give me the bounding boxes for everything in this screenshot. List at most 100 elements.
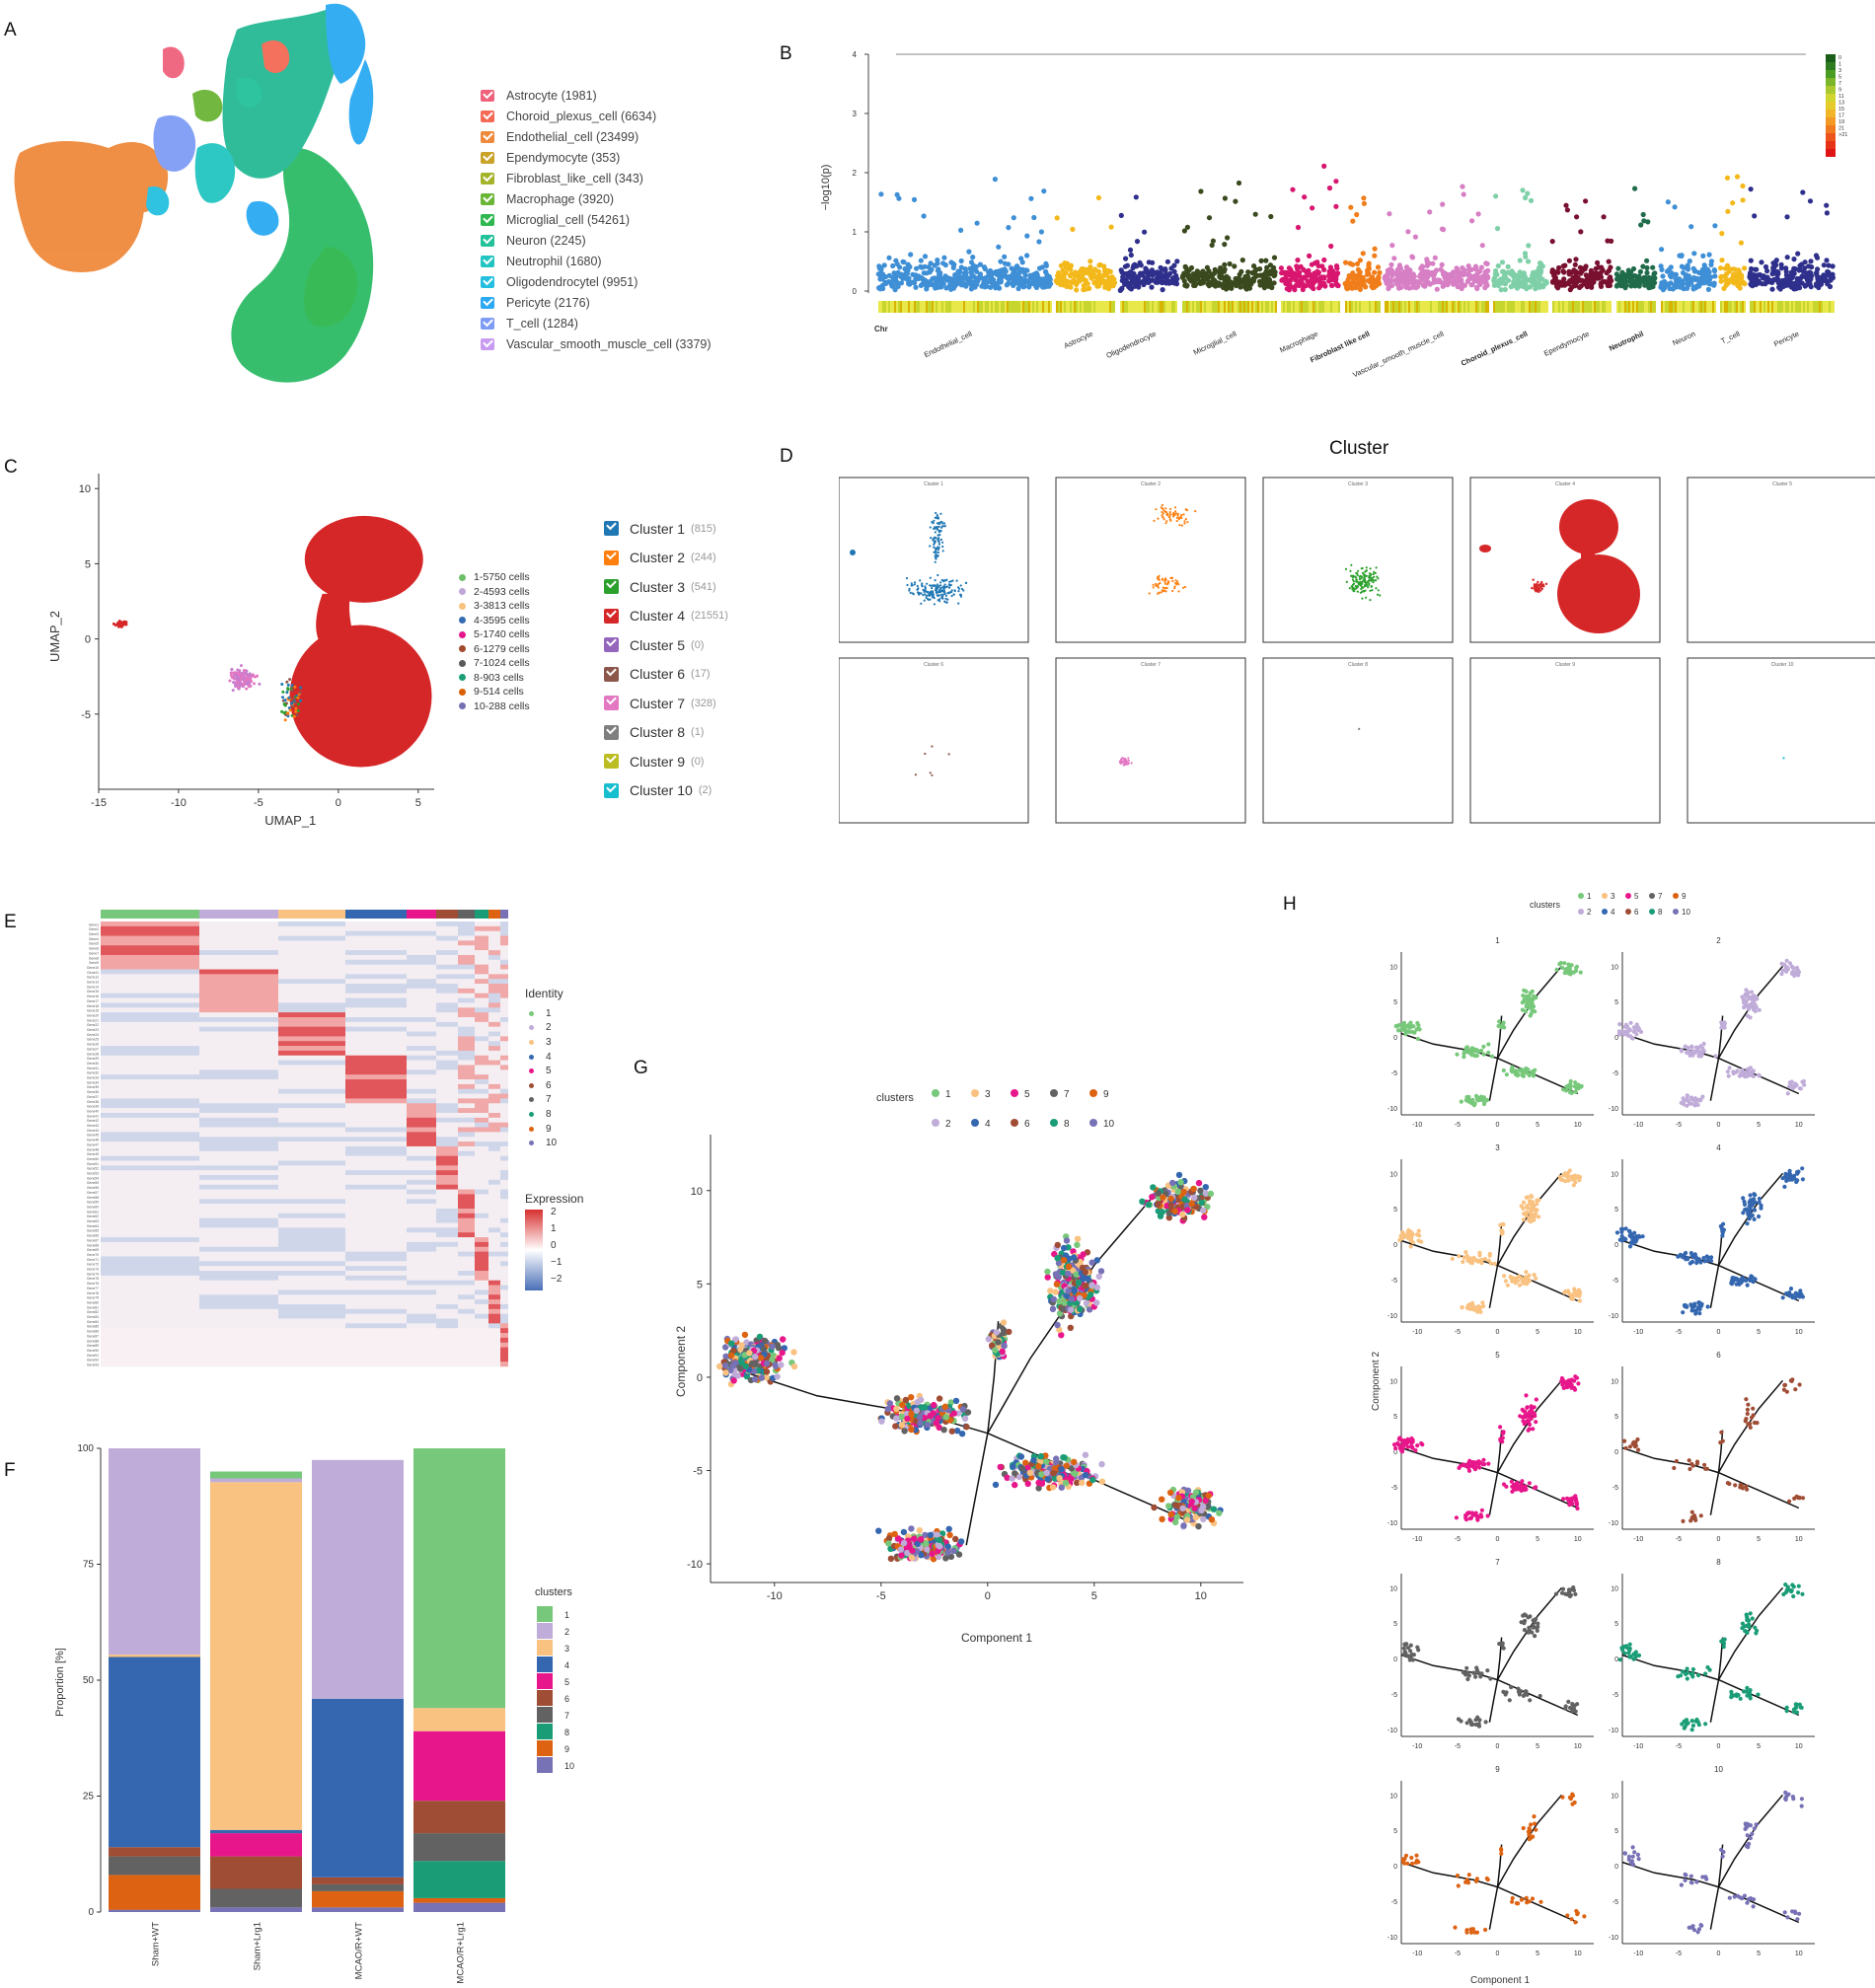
- heat-cell: [436, 1271, 458, 1277]
- heat-cell: [500, 1155, 508, 1161]
- density-segment: [1216, 301, 1218, 313]
- heat-cell: [345, 1002, 407, 1008]
- gene-label: Gene23: [87, 1028, 99, 1032]
- data-point: [1688, 277, 1694, 283]
- gene-label: Gene38: [87, 1100, 99, 1104]
- data-point: [1291, 284, 1297, 290]
- legend-dot: [1089, 1089, 1097, 1097]
- heat-cell: [199, 1060, 278, 1066]
- heat-cell: [199, 1046, 278, 1052]
- data-point: [116, 625, 120, 628]
- data-point: [1424, 257, 1430, 262]
- density-segment: [1452, 301, 1454, 313]
- density-segment: [949, 301, 951, 313]
- data-point: [925, 594, 928, 597]
- data-point: [237, 678, 241, 682]
- heat-cell: [407, 1112, 436, 1119]
- data-point: [1484, 260, 1490, 266]
- heat-cell: [475, 1093, 488, 1099]
- heat-cell: [101, 1141, 199, 1147]
- legend-swatch: [537, 1623, 553, 1639]
- heat-cell: [475, 1237, 488, 1243]
- data-point: [1295, 224, 1302, 231]
- heat-cell: [345, 1117, 407, 1123]
- heat-cell: [199, 1303, 278, 1310]
- heat-cell: [345, 1313, 407, 1319]
- data-point: [1120, 274, 1126, 280]
- heat-cell: [475, 1122, 488, 1128]
- heat-cell: [345, 1093, 407, 1099]
- data-point: [1257, 266, 1263, 272]
- heat-cell: [278, 921, 345, 927]
- heat-cell: [475, 1289, 488, 1295]
- data-point: [1345, 580, 1348, 583]
- data-point: [1387, 211, 1392, 217]
- density-segment: [1420, 301, 1422, 313]
- heat-cell: [199, 1141, 278, 1147]
- data-point: [1718, 278, 1724, 284]
- data-point: [1644, 269, 1650, 276]
- heat-cell: [345, 1275, 407, 1282]
- heat-cell: [488, 979, 500, 985]
- data-point: [1723, 271, 1730, 277]
- data-point: [1356, 574, 1359, 577]
- density-segment: [1003, 301, 1005, 313]
- data-point: [1808, 270, 1814, 276]
- density-segment: [1265, 301, 1267, 313]
- heat-cell: [436, 1137, 458, 1142]
- heat-cell: [101, 993, 199, 998]
- data-point: [952, 283, 958, 289]
- data-point: [1163, 582, 1167, 585]
- density-segment: [1513, 301, 1515, 313]
- density-segment: [1797, 301, 1799, 313]
- data-point: [1171, 579, 1174, 583]
- heat-cell: [436, 1333, 458, 1339]
- data-point: [1661, 279, 1667, 285]
- data-point: [248, 672, 252, 676]
- heat-cell: [500, 1352, 508, 1358]
- data-point: [1537, 584, 1540, 588]
- density-segment: [1287, 301, 1289, 313]
- heat-cell: [407, 1237, 436, 1243]
- heat-cell: [500, 1060, 508, 1066]
- data-point: [1418, 270, 1424, 276]
- heat-cell: [199, 1208, 278, 1215]
- data-point: [1613, 271, 1619, 277]
- data-point: [929, 584, 932, 587]
- density-segment: [900, 301, 902, 313]
- heat-cell: [488, 1031, 500, 1037]
- data-point: [1409, 280, 1415, 286]
- heat-cell: [407, 1141, 436, 1147]
- heat-cell: [488, 1337, 500, 1344]
- data-point: [228, 679, 232, 683]
- heat-cell: [500, 1031, 508, 1037]
- colorbar-cell: [1826, 125, 1836, 133]
- gene-label: Gene37: [87, 1095, 99, 1099]
- density-segment: [1367, 301, 1369, 313]
- density-segment: [1122, 301, 1124, 313]
- heat-cell: [500, 1347, 508, 1353]
- density-segment: [961, 301, 963, 313]
- heat-cell: [488, 1342, 500, 1348]
- data-point: [1124, 760, 1127, 763]
- density-segment: [1101, 301, 1103, 313]
- data-point: [1286, 277, 1292, 283]
- data-point: [1194, 510, 1197, 513]
- data-point: [1643, 274, 1649, 281]
- density-segment: [1487, 301, 1489, 313]
- heat-cell: [278, 1347, 345, 1353]
- data-point: [1483, 272, 1489, 279]
- heat-cell: [278, 1337, 345, 1344]
- heat-cell: [278, 1308, 345, 1314]
- heat-cell: [458, 1199, 475, 1205]
- heat-cell: [436, 1246, 458, 1252]
- data-point: [1168, 265, 1174, 271]
- density-segment: [1353, 301, 1355, 313]
- data-point: [1164, 578, 1167, 581]
- data-point: [1429, 269, 1435, 275]
- data-point: [1319, 274, 1325, 280]
- heat-cell: [407, 1016, 436, 1023]
- heat-cell: [488, 1145, 500, 1152]
- density-segment: [1646, 301, 1648, 313]
- heat-cell: [278, 1333, 345, 1339]
